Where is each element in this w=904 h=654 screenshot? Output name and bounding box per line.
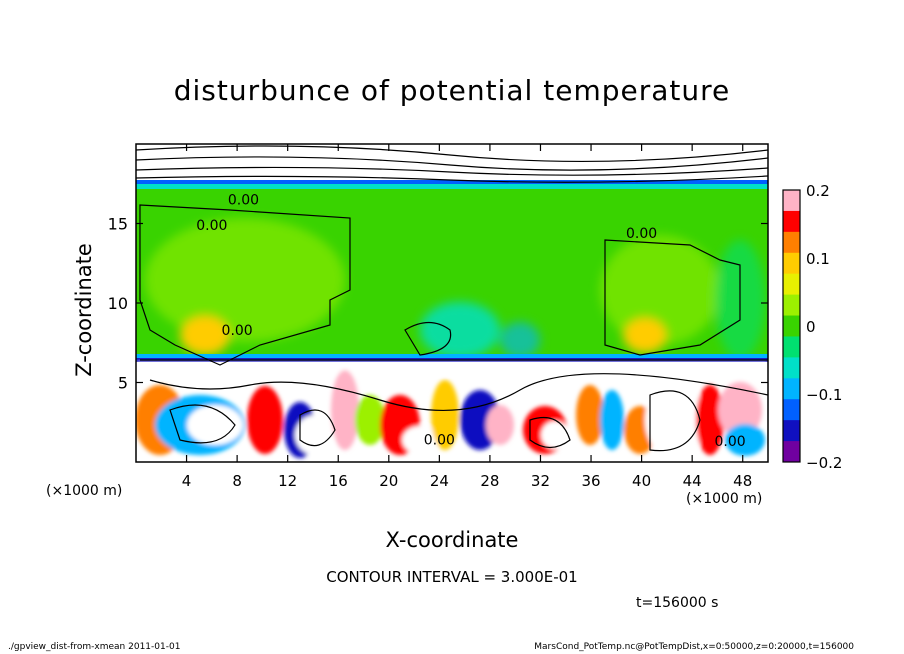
- colorbar-swatch: [783, 441, 800, 463]
- colorbar-swatch: [783, 399, 800, 421]
- colorbar-tick-label: −0.2: [806, 454, 842, 472]
- y-tick-label: 10: [108, 294, 128, 313]
- contour-label: 0.00: [222, 323, 253, 339]
- y-axis-label: Z-coordinate: [72, 243, 96, 377]
- colorbar-tick-label: 0.2: [806, 182, 830, 200]
- x-tick-label: 4: [182, 472, 192, 490]
- x-tick-label: 48: [733, 472, 752, 490]
- colorbar-swatch: [783, 190, 800, 212]
- colorbar-swatch: [783, 336, 800, 358]
- contour-interval: CONTOUR INTERVAL = 3.000E-01: [326, 568, 578, 586]
- x-tick-label: 8: [232, 472, 242, 490]
- x-axis-label: X-coordinate: [385, 528, 519, 552]
- contour-label: 0.00: [424, 433, 455, 449]
- colorbar-swatch: [783, 231, 800, 254]
- x-tick-label: 20: [379, 472, 398, 490]
- x-axis: 4 8 12 16 20 24 28 32 36 40 44 48: [182, 144, 752, 490]
- colorbar: 0.2 0.1 0 −0.1 −0.2: [782, 182, 842, 472]
- contour-label: 0.00: [626, 226, 657, 242]
- time-label: t=156000 s: [636, 595, 719, 611]
- contour-label-layer: 0.000.000.000.000.000.00: [196, 192, 745, 450]
- colorbar-tick-label: 0.1: [806, 250, 830, 268]
- colorbar-swatch: [783, 315, 800, 337]
- y-axis: 5 10 15: [108, 215, 768, 393]
- colorbar-swatch: [783, 378, 800, 400]
- field-image: [136, 144, 768, 462]
- footer-right: MarsCond_PotTemp.nc@PotTempDist,x=0:5000…: [534, 642, 854, 652]
- colorbar-swatch: [783, 252, 800, 275]
- x-axis-unit: (×1000 m): [686, 491, 763, 507]
- x-tick-label: 44: [683, 472, 702, 490]
- colorbar-swatch: [783, 273, 800, 296]
- contour-label: 0.00: [714, 434, 745, 450]
- footer-left: ./gpview_dist-from-xmean 2011-01-01: [8, 642, 181, 652]
- colorbar-tick-label: 0: [806, 318, 816, 336]
- x-tick-label: 24: [430, 472, 449, 490]
- y-axis-unit: (×1000 m): [46, 483, 123, 499]
- x-tick-label: 36: [581, 472, 600, 490]
- contour-label: 0.00: [228, 192, 259, 208]
- colorbar-swatch: [783, 210, 800, 233]
- contour-label: 0.00: [196, 218, 227, 234]
- colorbar-tick-label: −0.1: [806, 386, 842, 404]
- x-tick-label: 16: [329, 472, 348, 490]
- chart-title: disturbunce of potential temperature: [173, 74, 731, 107]
- colorbar-swatch: [783, 294, 800, 317]
- colorbar-frame: [782, 189, 801, 463]
- x-tick-label: 28: [480, 472, 499, 490]
- y-tick-label: 5: [118, 374, 128, 393]
- y-tick-label: 15: [108, 215, 128, 234]
- x-tick-label: 12: [278, 472, 297, 490]
- x-tick-label: 32: [531, 472, 550, 490]
- colorbar-swatch: [783, 357, 800, 379]
- colorbar-swatch: [783, 420, 800, 442]
- x-tick-label: 40: [632, 472, 651, 490]
